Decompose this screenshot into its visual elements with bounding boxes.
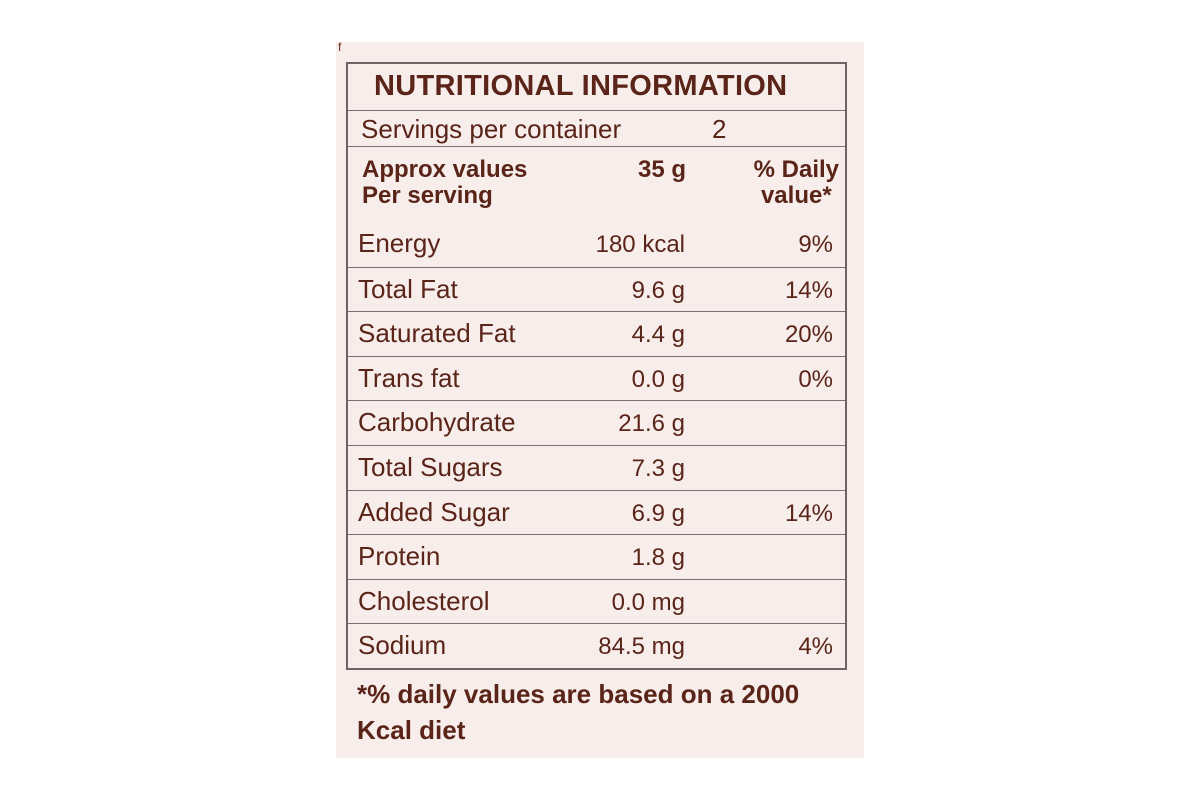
nutrient-name: Sodium: [358, 630, 447, 661]
nutrient-amount: 7.3 g: [631, 454, 685, 482]
panel-title: NUTRITIONAL INFORMATION: [374, 70, 788, 102]
header-daily-line2: value*: [760, 182, 832, 209]
header-serving-size: 35 g: [638, 156, 687, 183]
nutrient-row: Sodium 84.5 mg 4%: [348, 623, 845, 668]
nutrient-amount: 9.6 g: [631, 276, 685, 304]
nutrient-amount: 1.8 g: [631, 544, 685, 572]
servings-row: Servings per container 2: [348, 110, 845, 146]
nutrient-daily-value: 0%: [798, 365, 833, 393]
header-daily-line1: % Daily: [753, 156, 839, 183]
servings-label: Servings per container: [361, 114, 622, 144]
nutrient-list: Energy 180 kcal 9% Total Fat 9.6 g 14% Saturat…: [348, 222, 845, 668]
title-row: NUTRITIONAL INFORMATION: [348, 64, 845, 110]
header-daily-value: % Daily value*: [754, 157, 839, 209]
nutrient-daily-value: 14%: [784, 276, 833, 304]
nutrient-daily-value: 4%: [798, 633, 833, 661]
nutrient-name: Cholesterol: [358, 585, 490, 616]
nutrient-name: Total Fat: [358, 273, 458, 304]
nutrient-row: Added Sugar 6.9 g 14%: [348, 489, 845, 535]
nutrient-daily-value: 20%: [784, 321, 833, 349]
nutrient-daily-value: 9%: [798, 231, 833, 258]
nutrient-amount: 6.9 g: [631, 499, 685, 527]
nutrient-amount: 21.6 g: [618, 410, 685, 438]
nutrient-name: Energy: [358, 228, 441, 258]
header-approx-line1: Approx values: [362, 156, 528, 183]
nutrient-row: Energy 180 kcal 9%: [348, 222, 845, 267]
nutrition-panel: NUTRITIONAL INFORMATION Servings per con…: [346, 62, 847, 670]
nutrient-name: Trans fat: [358, 362, 460, 393]
nutrient-name: Total Sugars: [358, 451, 503, 482]
nutrient-name: Protein: [358, 541, 441, 572]
column-header-row: Approx values Per serving 35 g % Daily v…: [348, 146, 845, 222]
nutrient-name: Carbohydrate: [358, 407, 516, 438]
nutrient-row: Protein 1.8 g: [348, 534, 845, 579]
nutrient-row: Total Fat 9.6 g 14%: [348, 266, 845, 312]
header-approx-line2: Per serving: [362, 182, 493, 209]
servings-value: 2: [712, 114, 727, 144]
nutrient-row: Trans fat 0.0 g 0%: [348, 355, 845, 401]
nutrient-name: Added Sugar: [358, 496, 510, 527]
nutrient-row: Cholesterol 0.0 mg: [348, 578, 845, 624]
header-approx-values: Approx values Per serving: [362, 157, 527, 209]
nutrient-amount: 84.5 mg: [598, 633, 685, 661]
nutrient-row: Total Sugars 7.3 g: [348, 444, 845, 490]
nutrient-daily-value: 14%: [784, 499, 833, 527]
nutrient-row: Carbohydrate 21.6 g: [348, 400, 845, 445]
nutrient-amount: 0.0 g: [631, 365, 685, 393]
nutrient-amount: 4.4 g: [631, 321, 685, 349]
label-background: [336, 42, 864, 758]
nutrient-amount: 180 kcal: [595, 231, 685, 258]
nutrient-row: Saturated Fat 4.4 g 20%: [348, 311, 845, 356]
stray-print-mark: f: [338, 40, 342, 54]
nutrient-name: Saturated Fat: [358, 318, 516, 349]
nutrient-amount: 0.0 mg: [611, 588, 685, 616]
daily-value-footnote: *% daily values are based on a 2000 Kcal…: [357, 679, 800, 745]
